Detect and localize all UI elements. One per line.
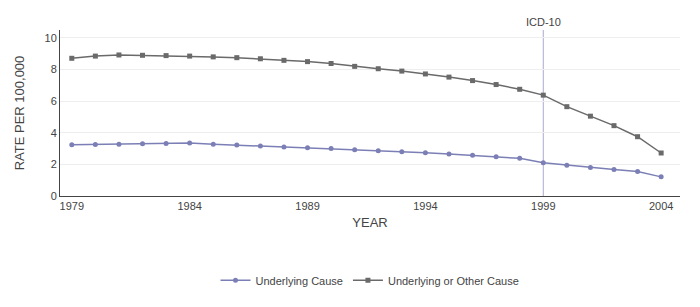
svg-text:Underlying Cause: Underlying Cause bbox=[256, 275, 343, 287]
svg-text:4: 4 bbox=[51, 127, 57, 139]
svg-text:1979: 1979 bbox=[60, 200, 84, 212]
svg-text:1984: 1984 bbox=[177, 200, 201, 212]
svg-text:8: 8 bbox=[51, 63, 57, 75]
svg-text:1994: 1994 bbox=[413, 200, 437, 212]
svg-text:0: 0 bbox=[51, 190, 57, 202]
svg-text:ICD-10: ICD-10 bbox=[526, 16, 561, 28]
svg-text:1989: 1989 bbox=[295, 200, 319, 212]
svg-text:2004: 2004 bbox=[649, 200, 673, 212]
svg-text:10: 10 bbox=[45, 32, 57, 44]
svg-text:2: 2 bbox=[51, 158, 57, 170]
svg-text:6: 6 bbox=[51, 95, 57, 107]
svg-text:RATE PER 100,000: RATE PER 100,000 bbox=[12, 56, 27, 171]
svg-text:Underlying or Other Cause: Underlying or Other Cause bbox=[388, 275, 519, 287]
svg-text:YEAR: YEAR bbox=[352, 215, 387, 230]
svg-text:1999: 1999 bbox=[531, 200, 555, 212]
